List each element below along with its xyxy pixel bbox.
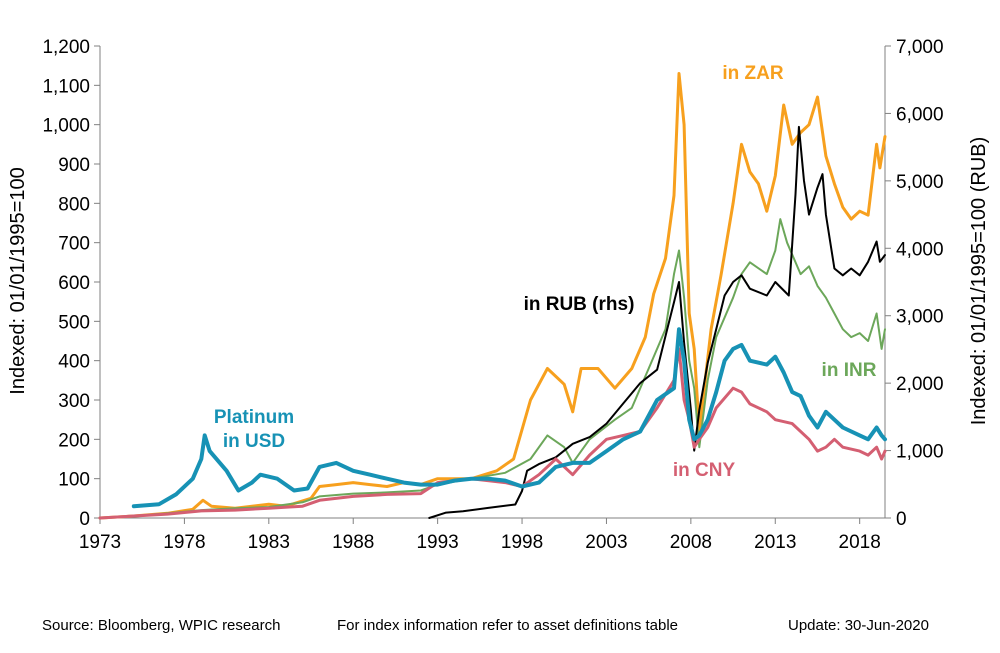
tick-labels: 0 100 200 300 400 500 600 700 800 900 1,000 1,100 1,… — [42, 37, 943, 553]
series-annotations: Platinum in USD in ZAR in RUB (rhs) in INR in… — [214, 63, 877, 481]
left-tick-label: 1,200 — [42, 37, 90, 58]
series-line-platinum-in-usd — [131, 327, 887, 509]
series-label-line: in INR — [822, 360, 877, 381]
series-label-line: Platinum — [214, 407, 294, 428]
right-tick-label: 3,000 — [896, 307, 944, 328]
series-line-in-zar — [98, 72, 887, 520]
left-axis-title: Indexed: 01/01/1995=100 — [7, 167, 29, 394]
left-tick-label: 900 — [58, 155, 90, 176]
axes — [94, 45, 891, 524]
x-tick-label: 2003 — [585, 532, 627, 553]
left-tick-label: 200 — [58, 430, 90, 451]
left-tick-label: 500 — [58, 312, 90, 333]
series-label-line: in RUB (rhs) — [524, 294, 635, 315]
x-tick-label: 1993 — [416, 532, 458, 553]
series-line-in-inr — [99, 218, 886, 519]
right-tick-label: 0 — [896, 509, 907, 530]
right-tick-label: 7,000 — [896, 37, 944, 58]
right-tick-label: 4,000 — [896, 239, 944, 260]
series-group — [98, 72, 887, 520]
series-label-line: in CNY — [673, 460, 736, 481]
series-label-line: in USD — [223, 431, 285, 452]
x-tick-label: 1988 — [332, 532, 374, 553]
x-tick-label: 1978 — [163, 532, 205, 553]
left-tick-label: 0 — [79, 509, 90, 530]
left-tick-label: 1,000 — [42, 116, 90, 137]
x-tick-label: 2008 — [670, 532, 712, 553]
series-line-in-rub-rhs — [428, 125, 886, 519]
series-label-line: in ZAR — [722, 63, 783, 84]
x-tick-label: 1998 — [501, 532, 543, 553]
left-tick-label: 400 — [58, 352, 90, 373]
series-label: in INR — [822, 360, 877, 381]
x-tick-label: 1983 — [248, 532, 290, 553]
left-tick-label: 1,100 — [42, 76, 90, 97]
x-tick-label: 1973 — [79, 532, 121, 553]
right-tick-label: 6,000 — [896, 104, 944, 125]
right-tick-label: 1,000 — [896, 442, 944, 463]
left-tick-label: 700 — [58, 234, 90, 255]
left-tick-label: 600 — [58, 273, 90, 294]
series-label: Platinum in USD — [214, 407, 294, 452]
right-axis-title: Indexed: 01/01/1995=100 (RUB) — [968, 137, 990, 426]
series-label: in ZAR — [722, 63, 783, 84]
left-tick-label: 100 — [58, 470, 90, 491]
series-label: in RUB (rhs) — [524, 294, 635, 315]
x-tick-label: 2018 — [839, 532, 881, 553]
series-label: in CNY — [673, 460, 736, 481]
left-tick-label: 300 — [58, 391, 90, 412]
footer-source: Source: Bloomberg, WPIC research — [42, 617, 281, 634]
left-tick-label: 800 — [58, 194, 90, 215]
x-tick-label: 2013 — [754, 532, 796, 553]
right-tick-label: 2,000 — [896, 374, 944, 395]
right-tick-label: 5,000 — [896, 172, 944, 193]
footer-note: For index information refer to asset def… — [337, 617, 679, 634]
series-line-in-cny — [98, 347, 887, 520]
footer-update: Update: 30-Jun-2020 — [788, 617, 929, 634]
